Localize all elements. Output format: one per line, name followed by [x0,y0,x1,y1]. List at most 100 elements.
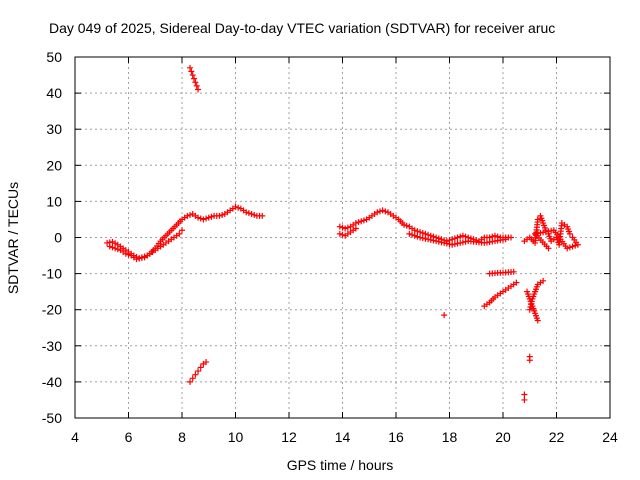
axis-ticks: 4 6 8 10 12 14 16 18 20 22 24 -50 -40 -30 -20 -10 0 10 20 3… [42,49,618,445]
data-point [462,233,469,240]
x-tick-label: 8 [178,429,186,445]
data-point [427,236,434,243]
data-point [136,255,143,262]
x-tick-label: 22 [549,429,565,445]
data-point [508,234,515,241]
data-point [114,246,121,253]
data-point [527,303,534,310]
data-point [133,256,140,263]
data-point [430,237,437,244]
x-tick-label: 20 [495,429,511,445]
data-point [259,212,266,219]
data-point [344,224,351,231]
data-point [195,86,202,93]
data-point [419,235,426,242]
data-point [443,240,450,247]
data-point [189,375,196,382]
data-point [435,238,442,245]
data-point [521,396,528,403]
data-point [352,225,359,232]
data-point [125,251,132,258]
data-point [208,213,215,220]
data-point [339,224,346,231]
data-point [184,212,191,219]
data-point [401,221,408,228]
data-point [459,239,466,246]
data-point [193,82,200,89]
data-point [462,238,469,245]
data-point [457,239,464,246]
data-point [122,250,129,257]
data-point [414,233,421,240]
data-point [459,232,466,239]
x-tick-label: 12 [281,429,297,445]
y-tick-label: 0 [54,230,62,246]
data-point [566,230,573,237]
data-point [534,216,541,223]
data-point [187,378,194,385]
data-point [441,239,448,246]
data-point [569,243,576,250]
data-point [422,235,429,242]
data-point [197,364,204,371]
data-point [513,279,520,286]
x-tick-label: 10 [228,429,244,445]
x-tick-label: 14 [335,429,351,445]
data-point [502,236,509,243]
data-point [374,209,381,216]
data-point [216,212,223,219]
data-point [197,215,204,222]
data-point [526,306,533,313]
data-point [245,210,252,217]
plot-frame [74,56,611,419]
data-point [342,225,349,232]
data-point [141,253,148,260]
y-tick-label: -30 [42,338,62,354]
data-point [417,234,424,241]
data-point [109,244,116,251]
data-point [187,64,194,71]
data-point [200,216,207,223]
data-point [446,241,453,248]
data-point [451,241,458,248]
data-point [491,232,498,239]
y-axis-label: SDTVAR / TECUs [5,182,21,294]
data-point [179,227,185,234]
data-point [528,298,535,305]
data-point [251,211,258,218]
data-point [449,236,456,243]
x-tick-label: 4 [71,429,79,445]
data-point [454,240,461,247]
data-point [438,239,445,246]
data-point [219,211,226,218]
data-point [419,229,426,236]
data-point [409,231,416,238]
data-point [454,234,461,241]
data-point [406,230,413,237]
data-point [457,233,464,240]
data-point [203,215,210,222]
data-point [205,214,212,221]
y-tick-label: -20 [42,302,62,318]
data-point [528,301,535,308]
x-axis-label: GPS time / hours [287,457,394,473]
data-point [192,79,199,86]
data-point [510,268,517,275]
data-point [355,219,362,226]
y-tick-label: -50 [42,410,62,426]
data-point [540,277,547,284]
data-point [112,245,119,252]
data-point [191,75,198,82]
y-tick-label: 40 [46,85,62,101]
data-point [248,211,255,218]
data-point [425,236,432,243]
data-point [414,228,421,235]
x-tick-label: 6 [125,429,133,445]
data-points [104,64,581,403]
data-point [379,207,386,214]
data-point [187,211,194,218]
data-point [176,230,183,237]
x-tick-label: 16 [388,429,404,445]
